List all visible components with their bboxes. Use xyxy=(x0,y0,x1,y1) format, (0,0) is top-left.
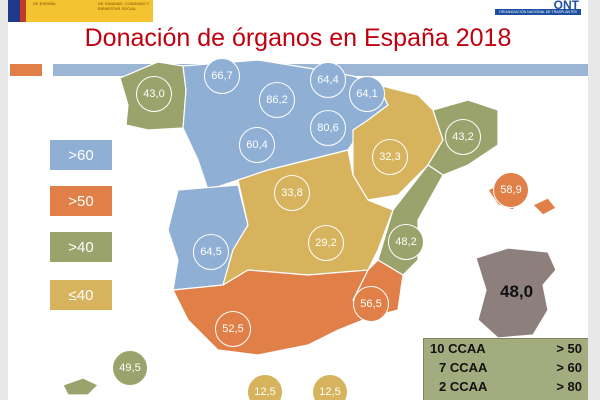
value-ceuta: 12,5 xyxy=(247,374,283,400)
summary-row: 10 CCAA > 50 xyxy=(424,339,588,358)
value-la-rioja: 80,6 xyxy=(310,110,346,146)
page-title: Donación de órganos en España 2018 xyxy=(84,24,512,52)
summary-count: 2 CCAA xyxy=(439,379,488,394)
value-asturias: 66,7 xyxy=(204,58,240,94)
summary-count: 7 CCAA xyxy=(439,360,488,375)
spain-total-value: 48,0 xyxy=(500,282,534,301)
legend-le40: ≤40 xyxy=(50,280,112,310)
spain-total-silhouette xyxy=(475,247,557,339)
legend-gt50: >50 xyxy=(50,186,112,216)
value-canarias: 49,5 xyxy=(112,350,148,386)
value-castilla-leon: 60,4 xyxy=(239,127,275,163)
summary-count: 10 CCAA xyxy=(430,341,486,356)
value-cataluna: 43,2 xyxy=(445,119,481,155)
logo-text: DE SANIDAD, CONSUMO Y BIENESTAR SOCIAL xyxy=(98,1,150,11)
value-galicia: 43,0 xyxy=(136,76,172,112)
summary-box: 10 CCAA > 50 7 CCAA > 60 2 CCAA > 80 xyxy=(423,338,588,400)
region-baleares-isle xyxy=(531,197,557,216)
value-andalucia: 52,5 xyxy=(215,311,251,347)
legend-gt40: >40 xyxy=(50,232,112,262)
slide: DE ESPAÑA DE SANIDAD, CONSUMO Y BIENESTA… xyxy=(8,0,588,400)
value-castilla-la-mancha: 29,2 xyxy=(308,225,344,261)
value-cantabria: 86,2 xyxy=(259,82,295,118)
logo-text: DE ESPAÑA xyxy=(33,1,56,6)
summary-row: 7 CCAA > 60 xyxy=(424,358,588,377)
summary-row: 2 CCAA > 80 xyxy=(424,377,588,396)
government-logo: DE ESPAÑA DE SANIDAD, CONSUMO Y BIENESTA… xyxy=(8,0,153,22)
value-melilla: 12,5 xyxy=(312,374,348,400)
summary-threshold: > 80 xyxy=(556,379,582,394)
value-navarra: 64,1 xyxy=(349,76,385,112)
decor-bar xyxy=(10,64,42,76)
ont-logo: ONT ORGANIZACIÓN NACIONAL DE TRASPLANTES xyxy=(493,0,585,18)
legend-gt60: >60 xyxy=(50,140,112,170)
region-canarias xyxy=(62,377,100,396)
value-extremadura: 64,5 xyxy=(193,234,229,270)
value-pais-vasco: 64,4 xyxy=(310,62,346,98)
value-murcia: 56,5 xyxy=(353,286,389,322)
value-madrid: 33,8 xyxy=(274,175,310,211)
summary-threshold: > 60 xyxy=(556,360,582,375)
value-baleares: 58,9 xyxy=(493,172,529,208)
value-aragon: 32,3 xyxy=(372,139,408,175)
ont-subtitle: ORGANIZACIÓN NACIONAL DE TRASPLANTES xyxy=(495,9,581,15)
value-valencia: 48,2 xyxy=(388,224,424,260)
summary-threshold: > 50 xyxy=(556,341,582,356)
region-castilla xyxy=(222,149,394,287)
